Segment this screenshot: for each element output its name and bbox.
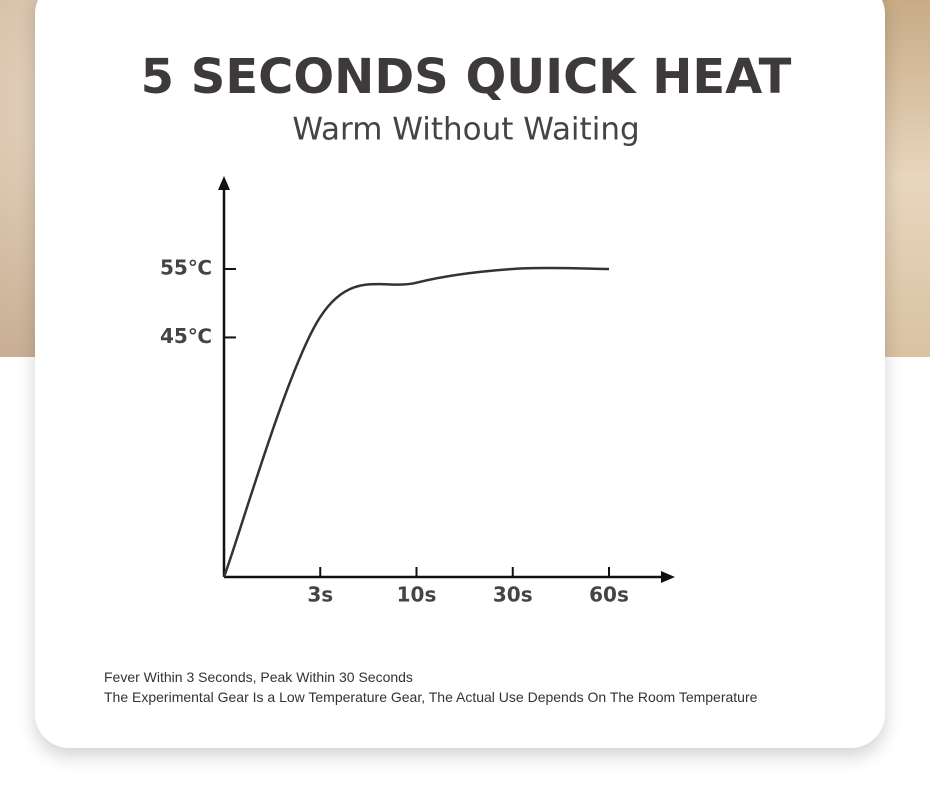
card [35,0,885,748]
annotation: Fever Within 3 Seconds, Peak Within 30 S… [104,669,413,685]
x-tick-label: 3s [307,583,333,607]
chart-title: 5 SECONDS QUICK HEAT [141,49,792,105]
x-tick-label: 10s [397,583,437,607]
x-axis-arrow [661,571,675,583]
y-tick-label: 45℃ [160,324,212,348]
y-tick-label: 55℃ [160,255,212,279]
x-tick-label: 30s [493,583,533,607]
x-tick-label: 60s [589,583,629,607]
line [222,266,610,578]
chart-subtitle: Warm Without Waiting [292,112,639,148]
y-axis-arrow [218,176,230,190]
annotation: The Experimental Gear Is a Low Temperatu… [104,689,758,705]
